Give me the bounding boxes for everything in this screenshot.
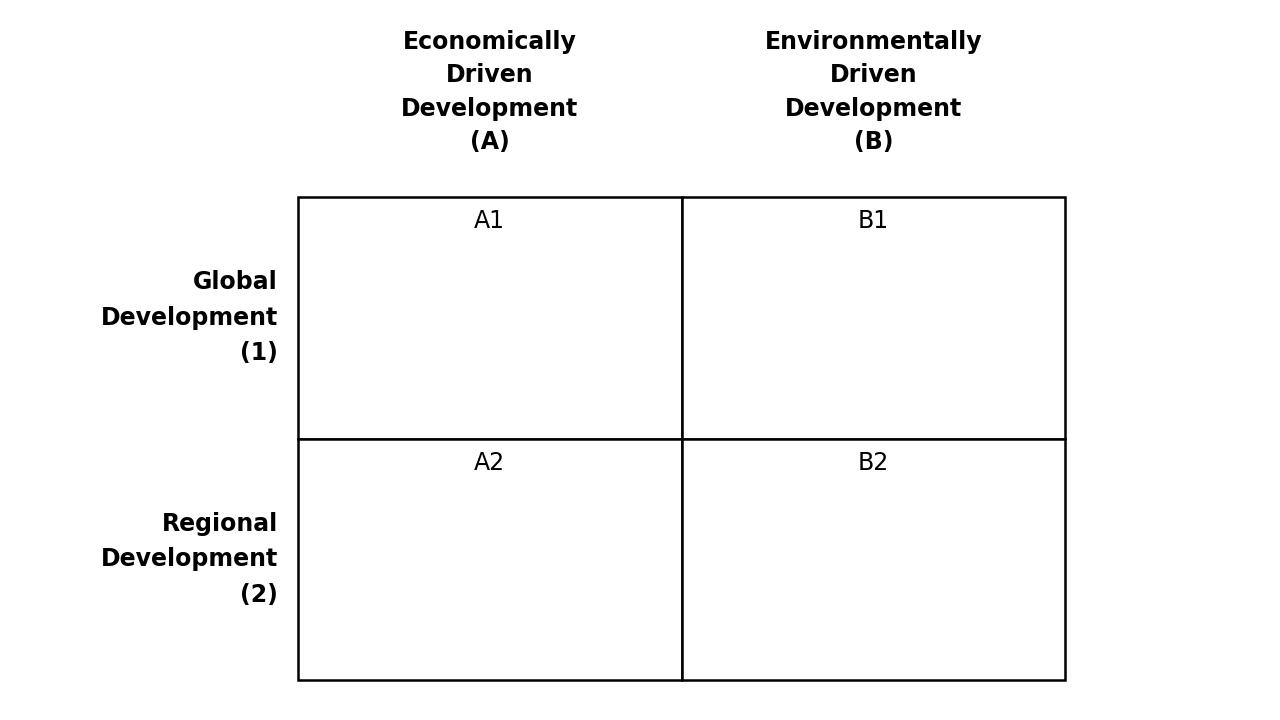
Bar — [681, 438, 1065, 680]
Bar — [298, 197, 681, 438]
Bar — [681, 197, 1065, 438]
Text: B1: B1 — [858, 209, 888, 233]
Text: A1: A1 — [475, 209, 506, 233]
Text: Regional
Development
(2): Regional Development (2) — [101, 512, 278, 607]
Text: A2: A2 — [474, 451, 506, 474]
Text: B2: B2 — [858, 451, 888, 474]
Bar — [298, 438, 681, 680]
Text: Economically
Driven
Development
(A): Economically Driven Development (A) — [401, 30, 579, 155]
Text: Global
Development
(1): Global Development (1) — [101, 270, 278, 365]
Text: Environmentally
Driven
Development
(B): Environmentally Driven Development (B) — [764, 30, 982, 155]
